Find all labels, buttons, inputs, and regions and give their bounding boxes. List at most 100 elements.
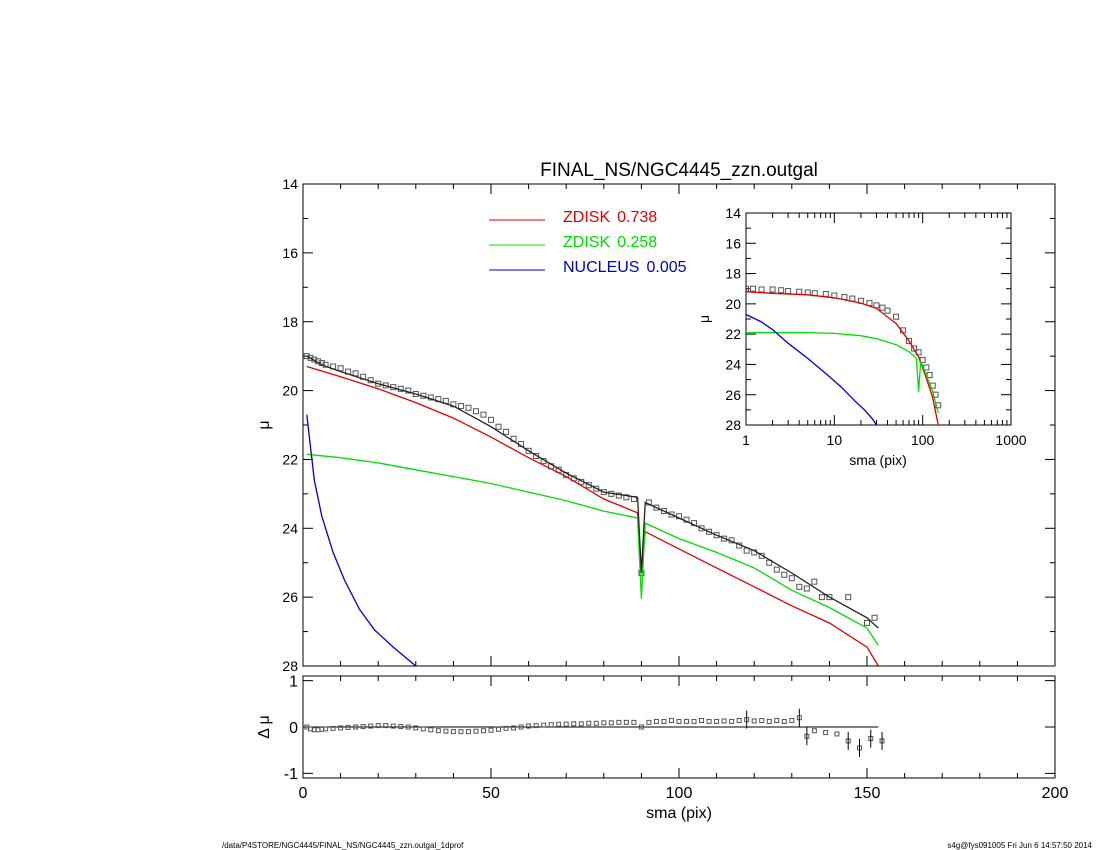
main-y-tick-label: 20	[282, 383, 298, 399]
residual-data-point	[631, 719, 637, 725]
main-y-tick-label: 18	[282, 314, 298, 330]
residual-data-point	[668, 718, 674, 724]
residual-y-axis-label: Δ μ	[256, 715, 273, 738]
inset-y-tick-label: 16	[725, 235, 741, 251]
inset-data-point	[911, 345, 918, 352]
residual-data-point	[526, 723, 532, 729]
legend-value-zdisk-1: 0.738	[617, 209, 657, 226]
residual-data-point	[586, 720, 592, 726]
residual-data-point	[774, 718, 780, 724]
residual-data-point	[766, 718, 772, 724]
residual-data-point	[420, 726, 426, 732]
inset-data-point	[905, 337, 912, 344]
inset-data-point	[926, 372, 933, 379]
residual-data-point	[653, 718, 659, 724]
main-data-point	[668, 511, 675, 518]
residual-data-point	[330, 725, 336, 731]
inset-series-model-fit-line	[746, 291, 939, 425]
main-data-point	[788, 575, 795, 582]
residual-data-point	[511, 725, 517, 731]
main-data-point	[818, 594, 825, 601]
main-data-point	[337, 365, 344, 372]
residual-data-point	[518, 724, 524, 730]
residual-data-point	[608, 720, 614, 726]
residual-panel: 0 50 100 150 200-101	[284, 673, 1069, 802]
main-data-point	[803, 585, 810, 592]
residual-data-point	[375, 723, 381, 729]
residual-axis-ticks: 0 50 100 150 200-101	[284, 673, 1069, 802]
legend-label-zdisk-1: ZDISK 0.738	[563, 209, 657, 226]
residual-data-point	[593, 720, 599, 726]
inset-x-tick-label: 100	[911, 432, 935, 448]
inset-y-tick-label: 26	[725, 387, 741, 403]
main-data-point	[660, 508, 667, 515]
residual-data-point	[676, 718, 682, 724]
residual-data-point	[601, 720, 607, 726]
inset-data-point	[879, 304, 886, 311]
footer-user-timestamp: s4g@fys091005 Fri Jun 6 14:57:50 2014	[947, 841, 1092, 850]
residual-data-point	[706, 718, 712, 724]
main-data-point	[713, 532, 720, 539]
residual-data-point	[736, 718, 742, 724]
main-data-point	[615, 492, 622, 499]
main-series-model-fit-line	[306, 355, 879, 629]
main-data-point	[623, 494, 630, 501]
legend-name-zdisk-1: ZDISK	[563, 209, 610, 226]
inset-x-tick-label: 1	[742, 432, 750, 448]
residual-data-point	[443, 728, 449, 734]
residual-data-point	[623, 719, 629, 725]
residual-data-point	[488, 727, 494, 733]
main-data-point	[698, 525, 705, 532]
main-data-point	[593, 485, 600, 492]
main-data-point	[871, 614, 878, 621]
main-series-nucleus-0-005-line	[306, 414, 417, 666]
main-data-point	[653, 504, 660, 511]
residual-x-tick-label: 50	[482, 785, 500, 802]
main-y-tick-label: 28	[282, 658, 298, 674]
main-y-tick-label: 24	[282, 520, 298, 536]
inset-y-tick-label: 22	[725, 326, 741, 342]
inset-x-tick-label: 10	[827, 432, 843, 448]
inset-data-point	[778, 287, 785, 294]
main-data-point	[781, 571, 788, 578]
residual-data-point	[473, 728, 479, 734]
legend-name-zdisk-2: ZDISK	[563, 234, 610, 251]
inset-axis-ticks: 1 10 100 1000 14 16 18 20 22 24 26 28	[725, 205, 1026, 448]
inset-y-axis-label: μ	[696, 315, 712, 323]
residual-data-point	[729, 718, 735, 724]
main-data-point	[307, 354, 314, 361]
main-data-point	[525, 447, 532, 454]
inset-data-point	[749, 285, 756, 292]
residual-data-point	[450, 729, 456, 735]
residual-data-point	[759, 718, 765, 724]
main-plot-area	[303, 353, 879, 666]
residual-data-point	[751, 718, 757, 724]
residual-data-point	[556, 721, 562, 727]
inset-data-point	[758, 286, 765, 293]
residual-data-point	[616, 719, 622, 725]
footer-file-path: /data/P4STORE/NGC4445/FINAL_NS/NGC4445_z…	[222, 841, 464, 850]
inset-y-tick-label: 14	[725, 205, 741, 221]
main-data-point	[450, 401, 457, 408]
main-data-point	[706, 528, 713, 535]
residual-data-point	[571, 721, 577, 727]
inset-plot-frame	[745, 212, 1012, 426]
residual-data-point	[541, 722, 547, 728]
main-data-point	[758, 552, 765, 559]
main-data-point	[405, 387, 412, 394]
residual-data-point	[646, 719, 652, 725]
residual-data-point	[661, 718, 667, 724]
residual-data-point	[699, 718, 705, 724]
residual-data-point	[789, 718, 795, 724]
main-plot-title: FINAL_NS/NGC4445_zzn.outgal	[540, 160, 818, 181]
inset-data-point	[746, 285, 749, 292]
residual-data-point	[458, 729, 464, 735]
residual-data-point	[823, 730, 829, 736]
main-data-point	[472, 408, 479, 415]
inset-plot-area	[746, 285, 942, 425]
main-data-point	[303, 353, 310, 360]
residual-data-point	[353, 724, 359, 730]
residual-data-point	[548, 722, 554, 728]
residual-data-point	[638, 724, 644, 730]
